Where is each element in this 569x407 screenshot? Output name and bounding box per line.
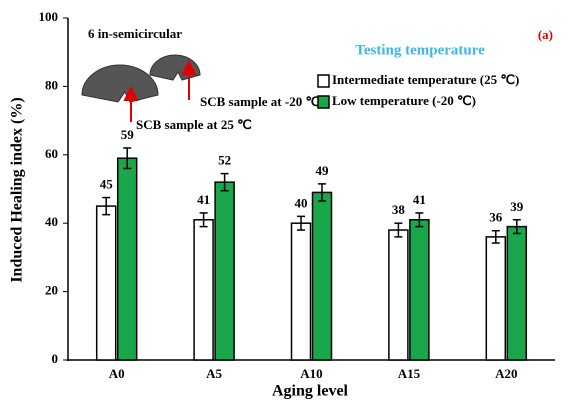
legend-swatch: [317, 74, 330, 88]
bar: [388, 229, 409, 361]
bar: [193, 219, 214, 361]
y-tick-label: 20: [45, 283, 58, 298]
error-bar: [123, 147, 132, 170]
error-bar: [220, 172, 229, 192]
data-label: 41: [197, 192, 210, 207]
legend-label: Intermediate temperature (25 ℃): [332, 72, 519, 87]
x-axis-label: Aging level: [272, 383, 349, 400]
y-tick-label: 100: [39, 9, 59, 24]
error-bar: [415, 212, 424, 228]
data-label: 52: [218, 153, 231, 168]
y-tick-label: 40: [45, 214, 58, 229]
annotation: 6 in-semicircular: [88, 26, 182, 41]
error-bar: [512, 219, 521, 235]
legend-title: Testing temperature: [355, 42, 485, 58]
y-tick-label: 0: [52, 351, 59, 366]
error-bar: [102, 196, 111, 216]
data-label: 49: [316, 163, 330, 178]
bar: [409, 219, 430, 361]
data-label: 41: [413, 192, 426, 207]
error-bar: [297, 215, 305, 231]
annotation: SCB sample at 25 ℃: [136, 117, 252, 132]
x-tick-label: A20: [495, 366, 517, 381]
legend-swatch: [317, 95, 330, 109]
bar: [311, 191, 333, 361]
y-axis-label: Induced Healing index (%): [9, 97, 26, 282]
x-tick-label: A5: [206, 366, 222, 381]
panel-label: (a): [538, 27, 553, 42]
data-label: 59: [121, 127, 135, 142]
data-label: 40: [295, 195, 308, 210]
error-bar: [199, 212, 208, 228]
x-tick-label: A0: [109, 366, 125, 381]
arrow: [123, 59, 197, 122]
data-label: 36: [489, 210, 503, 225]
x-tick-label: A15: [398, 366, 421, 381]
legend-label: Low temperature (-20 ℃): [332, 93, 476, 108]
sample-image: [81, 54, 201, 103]
bar: [506, 225, 528, 361]
y-tick-label: 80: [45, 77, 58, 92]
error-bar: [394, 222, 403, 238]
x-tick-label: A10: [300, 366, 322, 381]
annotation: SCB sample at -20 ℃: [200, 94, 320, 109]
error-bar: [491, 229, 500, 244]
bar: [485, 236, 507, 361]
error-bar: [318, 183, 326, 202]
data-label: 39: [510, 199, 524, 214]
bar: [95, 205, 117, 361]
y-tick-label: 60: [45, 146, 58, 161]
bar: [214, 181, 235, 361]
data-label: 45: [100, 177, 114, 192]
bar: [116, 157, 138, 361]
bar: [290, 222, 312, 361]
data-label: 38: [392, 202, 406, 217]
